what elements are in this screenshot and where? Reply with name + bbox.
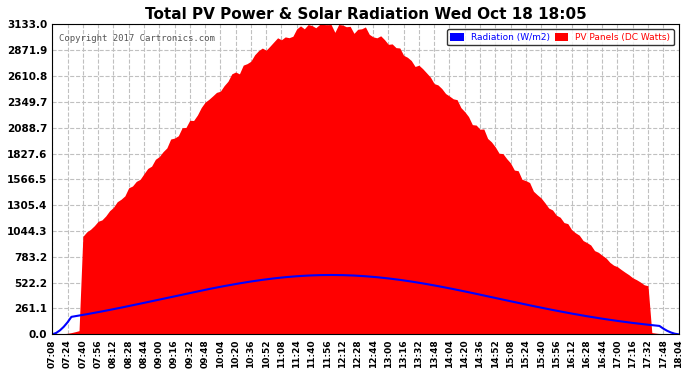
Text: Copyright 2017 Cartronics.com: Copyright 2017 Cartronics.com (59, 34, 215, 43)
Legend: Radiation (W/m2), PV Panels (DC Watts): Radiation (W/m2), PV Panels (DC Watts) (447, 29, 674, 45)
Title: Total PV Power & Solar Radiation Wed Oct 18 18:05: Total PV Power & Solar Radiation Wed Oct… (145, 7, 586, 22)
